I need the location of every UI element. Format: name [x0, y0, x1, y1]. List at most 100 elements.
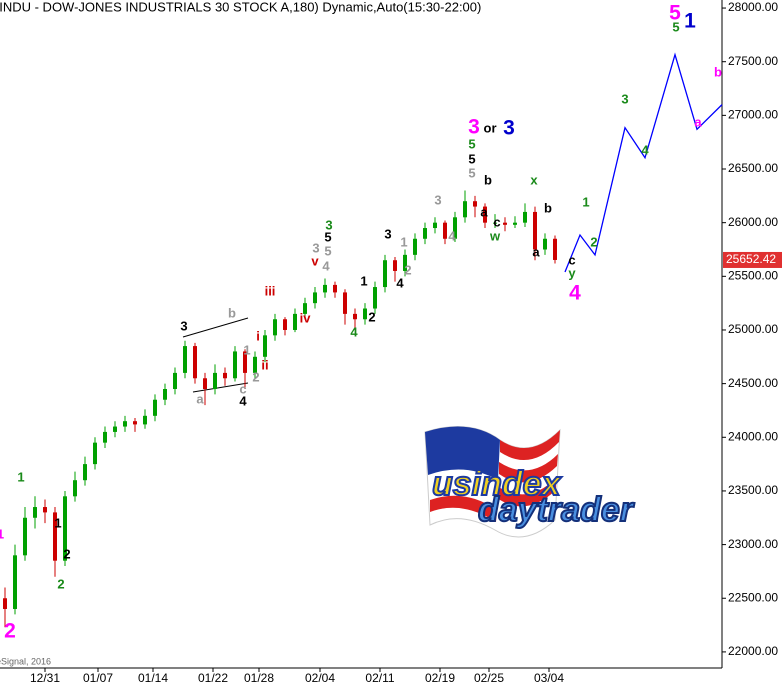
candle-body [293, 313, 297, 330]
candle-body [143, 415, 147, 425]
candle-body [553, 238, 557, 260]
wave-label: 1 [684, 10, 696, 33]
wave-label: c [239, 381, 246, 396]
candle-body [43, 507, 47, 513]
candle-body [123, 421, 127, 427]
wave-label: 3 [468, 116, 480, 139]
candle-body [533, 211, 537, 250]
x-tick-label: 02/11 [365, 671, 394, 685]
wave-label: c [493, 214, 500, 229]
wave-label: 4 [239, 393, 247, 408]
wave-label: 4 [569, 282, 581, 305]
last-price-label: 25652.42 [726, 252, 776, 266]
logo-canton [425, 426, 500, 480]
y-tick-label: 27000.00 [728, 108, 778, 122]
candle-body [233, 351, 237, 379]
y-tick-label: 24000.00 [728, 429, 778, 443]
wave-label: 5 [672, 19, 679, 34]
wave-label: 1 [400, 234, 407, 249]
x-tick-label: 02/19 [425, 671, 455, 685]
chart-title: $INDU - DOW-JONES INDUSTRIALS 30 STOCK A… [0, 0, 481, 14]
candle-body [163, 388, 167, 400]
wave-label: b [228, 305, 236, 320]
wave-label: 1 [54, 515, 61, 530]
candle-body [503, 222, 507, 225]
y-tick-label: 26500.00 [728, 161, 778, 175]
wave-label: v [311, 253, 319, 268]
wave-label: c [568, 252, 575, 267]
candle-body [303, 303, 307, 314]
wave-label: 1 [582, 194, 589, 209]
candle-body [53, 512, 57, 561]
wave-label: iv [300, 310, 312, 325]
wave-label: 5 [468, 136, 475, 151]
wave-label: 3 [325, 217, 332, 232]
candle-body [463, 201, 467, 218]
wave-label: a [196, 391, 204, 406]
candle-body [243, 351, 247, 373]
candle-body [383, 260, 387, 288]
candle-body [173, 372, 177, 389]
candle-body [433, 222, 437, 229]
wave-label: 3 [312, 240, 319, 255]
wave-label: 1 [243, 342, 250, 357]
wave-label: b [544, 200, 552, 215]
wave-label: 5 [468, 151, 475, 166]
wave-label: b [714, 65, 722, 80]
projection-line [564, 52, 723, 273]
wave-label: 3 [503, 117, 515, 140]
y-tick-label: 28000.00 [728, 0, 778, 14]
x-tick-label: 01/28 [244, 671, 274, 685]
x-tick-label: 03/04 [534, 671, 564, 685]
y-tick-label: 25500.00 [728, 268, 778, 282]
wave-label: 1 [0, 526, 4, 541]
candle-body [373, 287, 377, 309]
wave-label: 4 [396, 275, 404, 290]
wave-label: 3 [621, 91, 628, 106]
candle-body [313, 292, 317, 304]
candle-body [253, 356, 257, 373]
candle-body [543, 238, 547, 250]
candle-body [443, 222, 447, 239]
wave-label: 3 [384, 226, 391, 241]
candle-body [223, 372, 227, 379]
candle-body [523, 211, 527, 223]
candle-body [63, 496, 67, 561]
wave-label: 2 [404, 262, 411, 277]
wave-label: a [694, 114, 702, 129]
wave-label: 5 [324, 229, 331, 244]
wave-label: 4 [448, 228, 456, 243]
wave-label: 2 [368, 309, 375, 324]
candle-body [473, 201, 477, 207]
wave-label: 3 [180, 318, 187, 333]
wave-label: 3 [434, 192, 441, 207]
candle-body [193, 346, 197, 379]
trend-line [182, 317, 249, 338]
y-tick-label: 26000.00 [728, 215, 778, 229]
candle-body [493, 222, 497, 224]
candle-body [263, 335, 267, 357]
trend-line [192, 382, 249, 393]
candle-body [203, 378, 207, 389]
y-tick-label: 22500.00 [728, 590, 778, 604]
wave-label: iii [265, 283, 276, 298]
wave-label: 5 [324, 243, 331, 258]
wave-label: ii [261, 357, 268, 372]
wave-label: y [568, 265, 576, 280]
wave-label: 5 [468, 165, 475, 180]
candle-body [13, 555, 17, 609]
candle-body [413, 238, 417, 255]
credit: eSignal, 2016 [0, 656, 51, 666]
candle-body [23, 517, 27, 556]
candle-body [403, 254, 407, 271]
candle-body [483, 206, 487, 223]
wave-label: 2 [57, 576, 64, 591]
candle-body [103, 431, 107, 443]
candle-body [213, 372, 217, 389]
wave-label: x [530, 172, 538, 187]
wave-label: 2 [252, 369, 259, 384]
x-tick-label: 02/04 [305, 671, 335, 685]
wave-label: a [480, 204, 488, 219]
x-tick-label: 12/31 [30, 671, 60, 685]
